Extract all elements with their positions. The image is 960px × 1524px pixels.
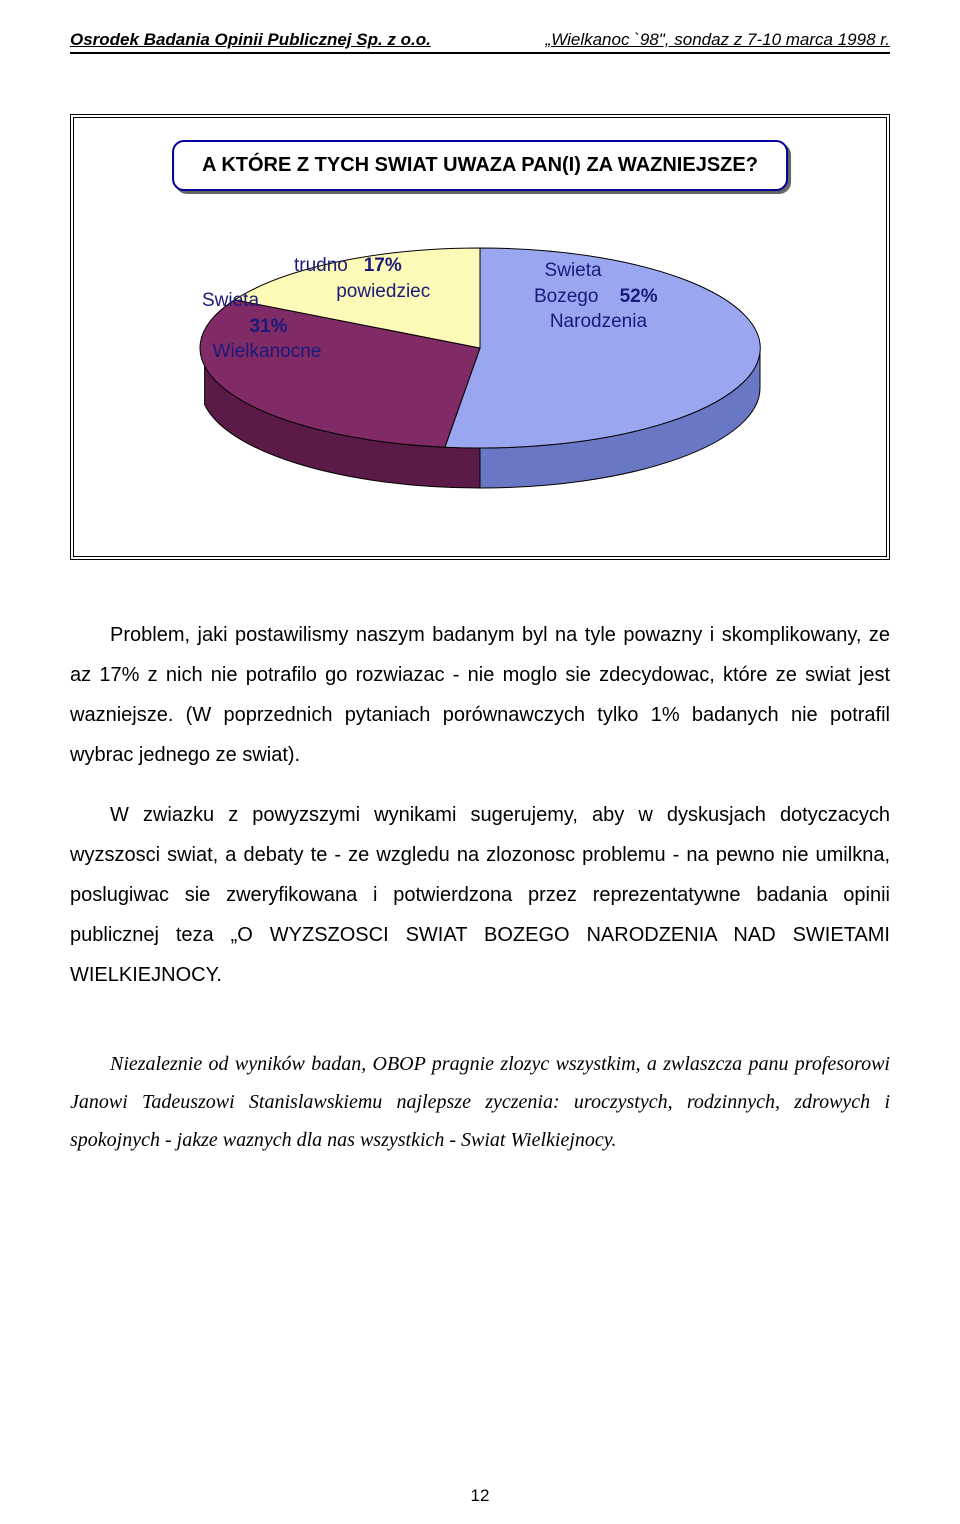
paragraph-1: Problem, jaki postawilismy naszym badany…	[70, 615, 890, 775]
body-text: Problem, jaki postawilismy naszym badany…	[70, 615, 890, 995]
paragraph-2: W zwiazku z powyzszymi wynikami sugeruje…	[70, 795, 890, 995]
page-header: Osrodek Badania Opinii Publicznej Sp. z …	[70, 30, 890, 54]
header-survey: „Wielkanoc `98", sondaz z 7-10 marca 199…	[546, 30, 890, 50]
chart-frame: A KTÓRE Z TYCH SWIAT UWAZA PAN(I) ZA WAZ…	[70, 114, 890, 560]
chart-inner: A KTÓRE Z TYCH SWIAT UWAZA PAN(I) ZA WAZ…	[73, 117, 887, 557]
page: Osrodek Badania Opinii Publicznej Sp. z …	[0, 0, 960, 1524]
pie-label-bozego: SwietaBozego 52% Narodzenia	[534, 258, 658, 335]
closing-note: Niezaleznie od wyników badan, OBOP pragn…	[70, 1045, 890, 1159]
chart-title: A KTÓRE Z TYCH SWIAT UWAZA PAN(I) ZA WAZ…	[172, 140, 788, 191]
pie-label-wielkanocne: Swieta 31% Wielkanocne	[202, 288, 321, 365]
header-org: Osrodek Badania Opinii Publicznej Sp. z …	[70, 30, 431, 50]
pie-svg	[140, 228, 820, 508]
pie-chart: trudno 17% powiedziec Swieta 31% Wielkan…	[74, 228, 886, 528]
page-number: 12	[0, 1486, 960, 1506]
